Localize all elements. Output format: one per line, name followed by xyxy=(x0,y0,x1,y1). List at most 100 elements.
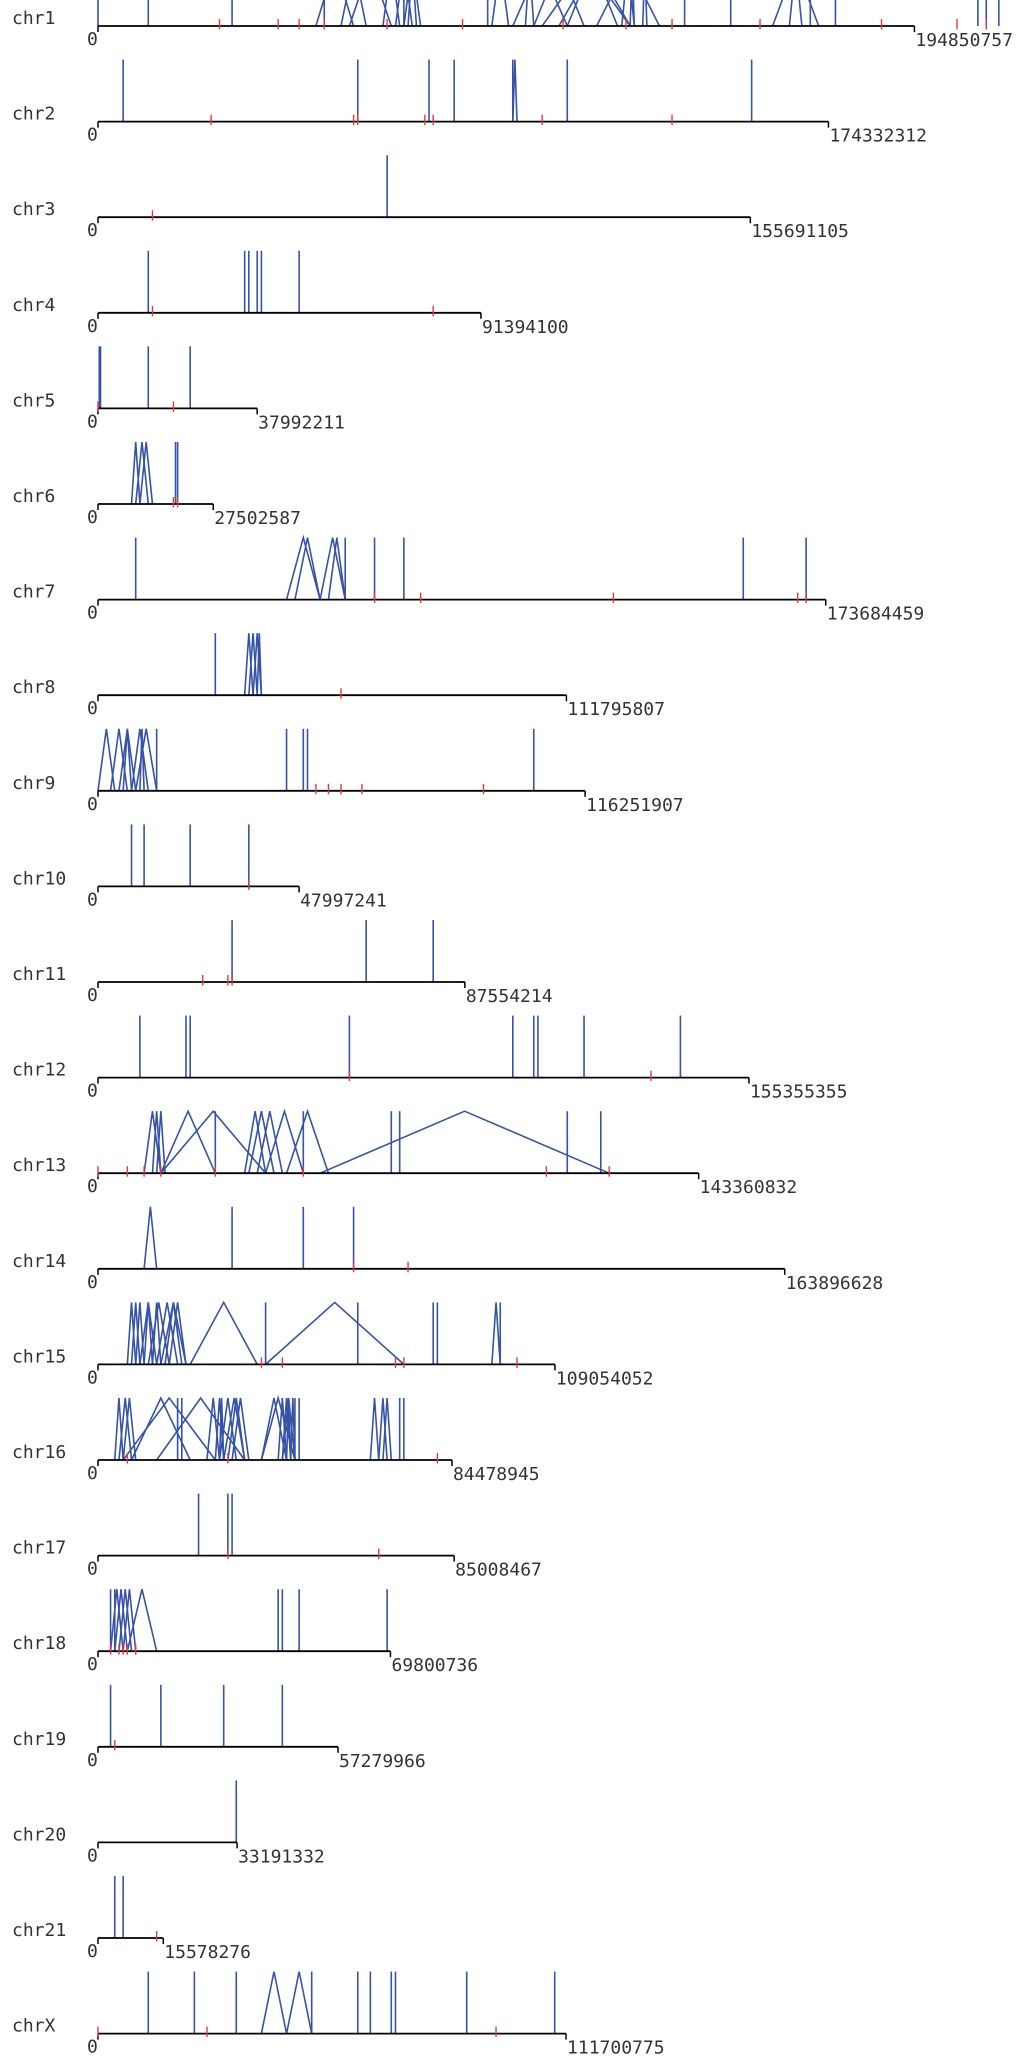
axis-start-label: 0 xyxy=(87,1845,98,1866)
link-line xyxy=(512,0,569,27)
link-line xyxy=(788,0,803,27)
link-line xyxy=(168,1302,187,1365)
axis-start-label: 0 xyxy=(87,794,98,815)
chromosome-label: chr3 xyxy=(12,199,55,220)
chromosome-label: chr21 xyxy=(12,1920,66,1941)
link-line xyxy=(155,1302,179,1365)
axis-end-label: 85008467 xyxy=(455,1560,542,1581)
axis-end-label: 174332312 xyxy=(829,126,927,147)
link-line xyxy=(218,1397,238,1461)
axis-start-label: 0 xyxy=(87,985,98,1006)
axis-start-label: 0 xyxy=(87,220,98,241)
link-line xyxy=(771,0,820,27)
link-line xyxy=(126,1302,137,1365)
chromosome-label: chr14 xyxy=(12,1251,66,1272)
chromosome-label: chr10 xyxy=(12,868,66,889)
link-line xyxy=(491,0,510,27)
chromosome-label: chr6 xyxy=(12,486,55,507)
axis-end-label: 69800736 xyxy=(391,1655,478,1676)
link-line xyxy=(285,1397,292,1461)
chromosome-label: chrX xyxy=(12,2016,56,2037)
link-line xyxy=(382,0,401,27)
axis-start-label: 0 xyxy=(87,1367,98,1388)
link-line xyxy=(340,0,367,27)
axis-end-label: 91394100 xyxy=(482,317,569,338)
chromosome-label: chr9 xyxy=(12,773,55,794)
link-line xyxy=(369,1397,380,1461)
chromosome-label: chr15 xyxy=(12,1346,66,1367)
axis-end-label: 173684459 xyxy=(827,604,925,625)
link-line xyxy=(524,0,535,27)
axis-start-label: 0 xyxy=(87,29,98,50)
link-line xyxy=(189,1300,258,1365)
chromosome-label: chr13 xyxy=(12,1155,66,1176)
axis-end-label: 155355355 xyxy=(750,1082,848,1103)
link-line xyxy=(319,1110,610,1174)
axis-end-label: 116251907 xyxy=(586,795,684,816)
link-line xyxy=(118,1397,133,1461)
axis-start-label: 0 xyxy=(87,889,98,910)
axis-start-label: 0 xyxy=(87,1559,98,1580)
link-line xyxy=(248,633,259,696)
axis-start-label: 0 xyxy=(87,125,98,146)
axis-end-label: 143360832 xyxy=(700,1177,798,1198)
axis-end-label: 109054052 xyxy=(556,1368,654,1389)
link-line xyxy=(151,1111,162,1174)
link-line xyxy=(97,728,116,791)
link-line xyxy=(155,1111,166,1174)
axis-end-label: 87554214 xyxy=(466,986,553,1007)
link-line xyxy=(541,0,631,27)
link-line xyxy=(260,1971,288,2034)
link-line xyxy=(248,1111,275,1174)
link-line xyxy=(130,1396,191,1461)
axis-start-label: 0 xyxy=(87,1463,98,1484)
chromosome-label: chr12 xyxy=(12,1060,66,1081)
axis-end-label: 111700775 xyxy=(567,2038,665,2058)
link-line xyxy=(143,1206,158,1269)
link-line xyxy=(260,1397,288,1461)
link-line xyxy=(403,0,422,27)
axis-end-label: 111795807 xyxy=(567,699,665,720)
axis-start-label: 0 xyxy=(87,1081,98,1102)
link-line xyxy=(130,728,150,791)
link-line xyxy=(285,1971,313,2034)
link-line xyxy=(164,1302,183,1365)
link-line xyxy=(243,633,254,696)
link-line xyxy=(265,1301,405,1365)
chromosome-label: chr20 xyxy=(12,1824,66,1845)
link-line xyxy=(122,1589,137,1652)
axis-end-label: 194850757 xyxy=(915,30,1013,51)
axis-end-label: 84478945 xyxy=(453,1464,540,1485)
link-line xyxy=(134,441,150,505)
chromosome-label: chr1 xyxy=(12,8,55,29)
axis-end-label: 15578276 xyxy=(164,1942,251,1963)
link-line xyxy=(122,1396,216,1461)
link-line xyxy=(294,537,321,600)
chromosome-label: chr17 xyxy=(12,1538,66,1559)
axis-start-label: 0 xyxy=(87,411,98,432)
chromosome-label: chr5 xyxy=(12,390,55,411)
chromosome-label: chr18 xyxy=(12,1633,66,1654)
link-line xyxy=(122,728,133,791)
axis-end-label: 155691105 xyxy=(751,221,849,242)
axis-start-label: 0 xyxy=(87,698,98,719)
link-line xyxy=(256,633,263,696)
link-line xyxy=(315,0,355,27)
axis-end-label: 163896628 xyxy=(786,1273,884,1294)
link-line xyxy=(122,1397,137,1461)
link-line xyxy=(641,0,648,27)
axis-start-label: 0 xyxy=(87,1941,98,1962)
link-line xyxy=(348,0,393,27)
chromosome-label: chr8 xyxy=(12,677,55,698)
link-line xyxy=(160,1109,217,1174)
link-line xyxy=(407,0,418,27)
axis-end-label: 47997241 xyxy=(300,890,387,911)
axis-end-label: 37992211 xyxy=(258,412,345,433)
link-line xyxy=(126,1589,158,1652)
link-line xyxy=(285,534,321,600)
link-line xyxy=(595,0,661,27)
axis-start-label: 0 xyxy=(87,603,98,624)
link-line xyxy=(382,1397,393,1461)
axis-start-label: 0 xyxy=(87,1654,98,1675)
link-line xyxy=(130,1302,141,1365)
